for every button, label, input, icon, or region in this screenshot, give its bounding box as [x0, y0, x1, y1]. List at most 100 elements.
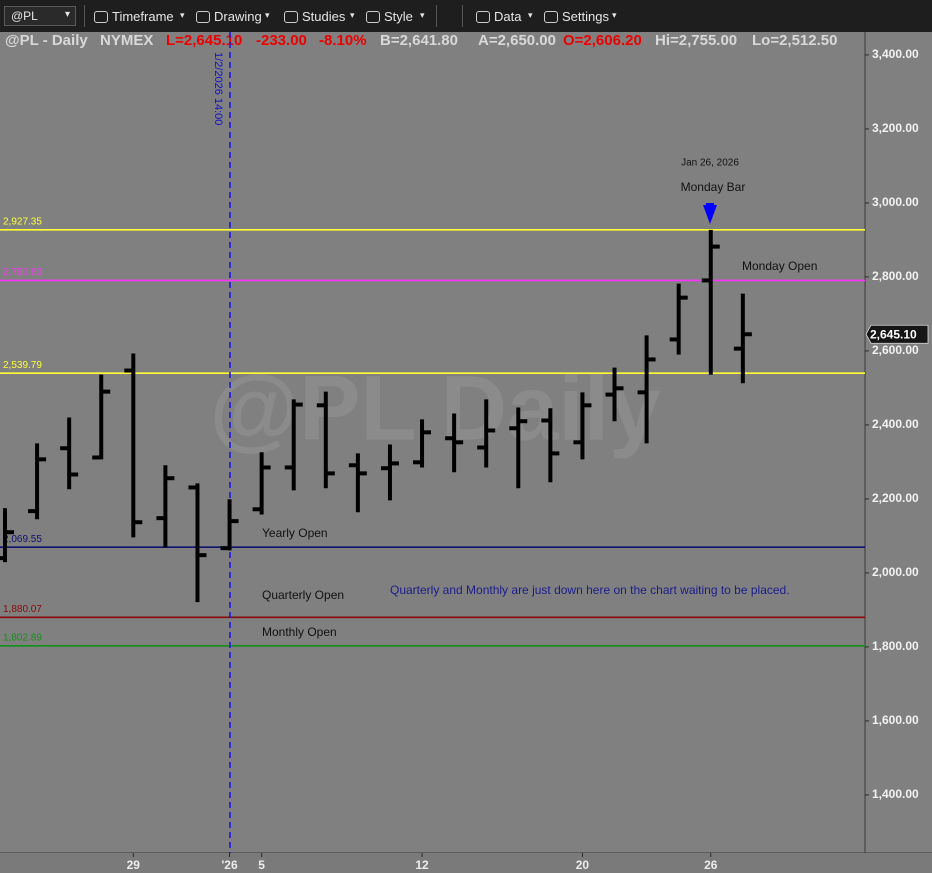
header-high: Hi=2,755.00 [655, 32, 737, 49]
ohlc-bar [605, 367, 624, 422]
toolbar-item[interactable]: Style [366, 9, 413, 24]
header-change-pct: -8.10% [319, 32, 367, 49]
annotation: Yearly Open [262, 526, 328, 540]
toolbar-label: Data [494, 9, 522, 24]
annotation: Quarterly and Monthly are just down here… [390, 583, 790, 597]
ohlc-bar [413, 419, 432, 468]
ohlc-bar [637, 335, 656, 444]
ohlc-bar [0, 508, 14, 563]
toolbar-label: Settings [562, 9, 609, 24]
header-change: -233.00 [256, 32, 307, 49]
toolbar-label: Timeframe [112, 9, 174, 24]
ohlc-bar [445, 413, 464, 473]
icon [366, 11, 380, 23]
dropdown-caret: ▾ [180, 10, 185, 20]
icon [94, 11, 108, 23]
icon [196, 11, 210, 23]
level-label: 2,790.60 [3, 267, 42, 278]
x-tick-label: 12 [415, 858, 429, 872]
toolbar-label: Style [384, 9, 413, 24]
icon [476, 11, 490, 23]
y-tick-label: 2,800.00 [872, 269, 919, 283]
header-low: Lo=2,512.50 [752, 32, 837, 49]
ohlc-bar [156, 465, 175, 548]
ohlc-bar [380, 444, 399, 501]
toolbar-item[interactable]: Studies [284, 9, 345, 24]
toolbar-label: Studies [302, 9, 346, 24]
toolbar-label: Drawing [214, 9, 262, 24]
toolbar-item[interactable]: Data [476, 9, 521, 24]
level-label: 1,880.07 [3, 604, 42, 615]
ohlc-bar [733, 293, 752, 384]
y-tick-label: 1,600.00 [872, 713, 919, 727]
ohlc-bar [92, 374, 111, 460]
y-tick-label: 1,400.00 [872, 787, 919, 801]
annotation: Jan 26, 2026 [681, 158, 739, 169]
annotation: Monday Bar [681, 180, 746, 194]
y-tick-label: 2,600.00 [872, 343, 919, 357]
y-tick-label: 3,400.00 [872, 47, 919, 61]
y-tick-label: 2,400.00 [872, 417, 919, 431]
y-tick-label: 3,200.00 [872, 121, 919, 135]
y-tick-label: 1,800.00 [872, 639, 919, 653]
x-tick-label: '26 [221, 858, 238, 872]
ohlc-bar [669, 283, 688, 355]
header-exchange: NYMEX [100, 32, 153, 49]
ohlc-bar [124, 353, 143, 538]
chart-bg [0, 32, 932, 873]
dropdown-caret: ▾ [612, 10, 617, 20]
date-line-label: 1/2/2026 14:00 [212, 52, 224, 125]
watermark: @PL Daily [209, 357, 660, 459]
arrow [706, 203, 714, 212]
annotation: Monday Open [742, 259, 817, 273]
dropdown-caret: ▾ [528, 10, 533, 20]
ohlc-bar [316, 391, 335, 489]
separator [436, 5, 437, 27]
y-tick-label: 3,000.00 [872, 195, 919, 209]
dropdown-caret: ▾ [265, 10, 270, 20]
x-tick-label: 26 [704, 858, 718, 872]
header-open: O=2,606.20 [563, 32, 642, 49]
annotation: Quarterly Open [262, 588, 344, 602]
level-label: 2,927.35 [3, 216, 42, 227]
level-label: 2,069.55 [3, 534, 42, 545]
header-ask: A=2,650.00 [478, 32, 556, 49]
ohlc-bar [509, 407, 528, 489]
toolbar-item[interactable]: Settings [544, 9, 609, 24]
ohlc-bar [28, 443, 47, 520]
toolbar: @PL Timeframe Drawing Studies Style Data Sett… [0, 0, 932, 32]
ohlc-bar [348, 453, 367, 513]
y-tick-label: 2,000.00 [872, 565, 919, 579]
ohlc-bar [60, 417, 79, 490]
annotation: Monthly Open [262, 625, 337, 639]
header-bid: B=2,641.80 [380, 32, 458, 49]
level-label: 2,539.79 [3, 360, 42, 371]
ohlc-bar [284, 399, 303, 491]
separator [462, 5, 463, 27]
icon [284, 11, 298, 23]
x-tick-label: 20 [576, 858, 590, 872]
level-label: 1,802.89 [3, 632, 42, 643]
dropdown-caret: ▾ [350, 10, 355, 20]
header-last: L=2,645.10 [166, 32, 242, 49]
x-axis-bg [0, 853, 932, 873]
ohlc-bar [220, 499, 239, 551]
dropdown-caret: ▾ [420, 10, 425, 20]
toolbar-item[interactable]: Drawing [196, 9, 262, 24]
last-price-label: 2,645.10 [870, 327, 917, 341]
symbol-box[interactable]: @PL [4, 6, 76, 26]
icon [544, 11, 558, 23]
ohlc-bar [573, 392, 592, 460]
ohlc-bar [541, 408, 560, 483]
ohlc-bar [188, 483, 207, 603]
toolbar-item[interactable]: Timeframe [94, 9, 174, 24]
ohlc-bar [477, 399, 496, 468]
ohlc-bar [701, 229, 720, 375]
y-tick-label: 2,200.00 [872, 491, 919, 505]
x-tick-label: 5 [258, 858, 265, 872]
last-price-tag [865, 324, 929, 344]
ohlc-bar [252, 452, 271, 515]
separator [84, 5, 85, 27]
